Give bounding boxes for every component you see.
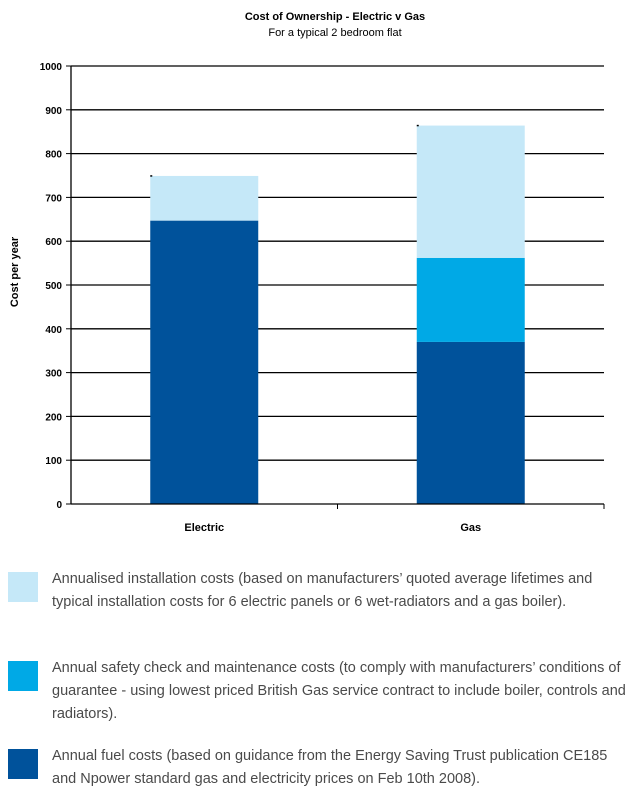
y-tick-label: 700 [45,193,62,204]
bar-segment-fuel-electric [150,220,259,504]
legend-text-fuel: Annual fuel costs (based on guidance fro… [52,748,608,787]
legend-text-safety: Annual safety check and maintenance cost… [52,660,626,722]
bar-segment-installation-electric [150,175,259,221]
y-tick-label: 0 [56,500,62,511]
y-tick-label: 200 [45,412,62,423]
x-category-label: Gas [460,522,481,534]
y-tick-label: 800 [45,150,62,161]
legend-swatch-safety [8,661,38,691]
chart-subtitle: For a typical 2 bedroom flat [268,27,401,39]
bar-segment-installation-gas [416,125,525,258]
legend-swatch-fuel [8,749,38,779]
y-tick-labels: 0 100 200 300 400 500 600 700 800 900 1000 [40,62,71,511]
bars [150,124,525,504]
y-tick-label: 900 [45,106,62,117]
y-axis-title: Cost per year [9,236,21,307]
legend-swatch-installation [8,572,38,602]
x-category-labels: Electric Gas [184,522,481,534]
x-category-label: Electric [184,522,224,534]
bar-segment-safety-gas [416,257,525,342]
y-tick-label: 1000 [40,62,63,73]
y-tick-label: 300 [45,369,62,380]
y-tick-label: 100 [45,456,62,467]
bar-segment-fuel-gas [416,341,525,504]
y-tick-label: 400 [45,325,62,336]
chart-title: Cost of Ownership - Electric v Gas [245,11,425,23]
stacked-bar-chart: Cost of Ownership - Electric v Gas For a… [9,11,605,534]
legend-text-installation: Annualised installation costs (based on … [52,571,593,610]
y-tick-label: 600 [45,237,62,248]
y-tick-label: 500 [45,281,62,292]
